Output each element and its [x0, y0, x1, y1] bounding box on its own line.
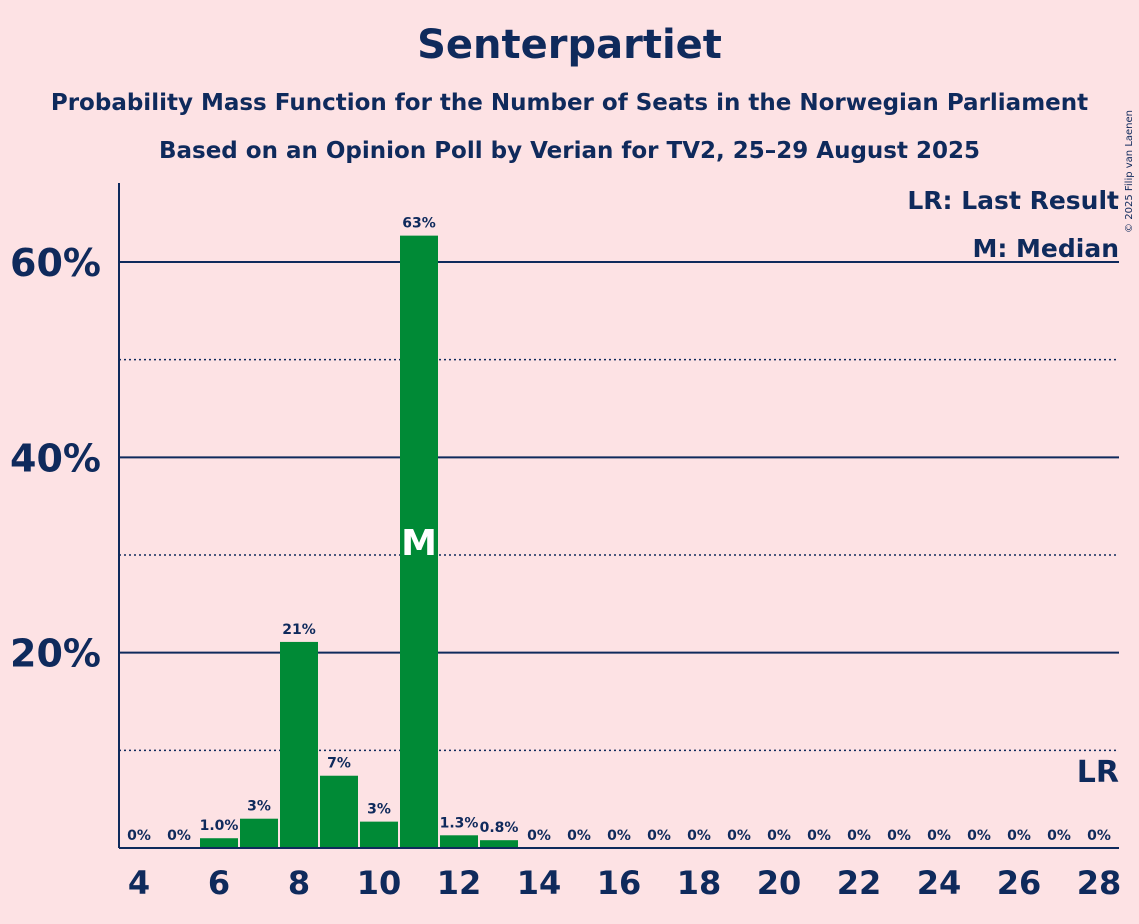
- bar-seat-7: [240, 818, 278, 848]
- bar-seat-8: [280, 641, 318, 848]
- bar-value-label: 3%: [247, 799, 271, 815]
- bar-value-label: 3%: [367, 802, 391, 818]
- chart-subtitle-source: Based on an Opinion Poll by Verian for T…: [158, 138, 981, 164]
- bar-value-label: 0%: [767, 828, 791, 844]
- bar-value-label: 0%: [727, 828, 751, 844]
- y-tick-label: 60%: [10, 241, 101, 285]
- y-tick-label: 40%: [10, 436, 101, 480]
- bar-value-label: 0%: [1047, 828, 1071, 844]
- bar-value-label: 0%: [127, 828, 151, 844]
- bar-seat-13: [480, 840, 518, 848]
- bar-value-label: 0%: [927, 828, 951, 844]
- bar-value-label: 0%: [567, 828, 591, 844]
- bar-value-label: 1.0%: [200, 818, 239, 834]
- x-tick-label: 26: [997, 864, 1042, 902]
- bar-value-label: 0%: [527, 828, 551, 844]
- bar-value-label: 7%: [327, 756, 351, 772]
- x-tick-label: 4: [128, 864, 150, 902]
- last-result-marker: LR: [1077, 755, 1119, 790]
- bar-value-label: 0%: [967, 828, 991, 844]
- legend-median: M: Median: [972, 234, 1119, 263]
- x-tick-label: 12: [437, 864, 482, 902]
- x-tick-label: 24: [917, 864, 962, 902]
- x-tick-label: 20: [757, 864, 802, 902]
- y-tick-label: 20%: [10, 632, 101, 676]
- bar-seat-10: [360, 821, 398, 848]
- bar-seat-12: [440, 835, 478, 848]
- bar-value-label: 0%: [647, 828, 671, 844]
- x-tick-label: 16: [597, 864, 642, 902]
- bar-value-label: 1.3%: [440, 815, 479, 831]
- x-tick-label: 22: [837, 864, 882, 902]
- x-tick-label: 10: [357, 864, 402, 902]
- x-tick-label: 18: [677, 864, 722, 902]
- bar-seat-9: [320, 775, 358, 848]
- bar-value-label: 0%: [687, 828, 711, 844]
- bar-value-label: 0%: [607, 828, 631, 844]
- x-tick-label: 28: [1077, 864, 1122, 902]
- bar-value-label: 0%: [167, 828, 191, 844]
- bar-value-label: 0%: [1087, 828, 1111, 844]
- bar-value-label: 63%: [402, 216, 436, 232]
- bar-value-label: 0.8%: [480, 820, 519, 836]
- bar-value-label: 0%: [807, 828, 831, 844]
- bar-seat-11: [400, 235, 438, 848]
- chart-subtitle: Probability Mass Function for the Number…: [50, 90, 1089, 116]
- bar-value-label: 21%: [282, 622, 316, 638]
- legend-last-result: LR: Last Result: [907, 186, 1119, 215]
- x-tick-label: 6: [208, 864, 230, 902]
- bar-seat-6: [200, 838, 238, 848]
- bar-value-label: 0%: [847, 828, 871, 844]
- x-tick-label: 8: [288, 864, 310, 902]
- median-marker: M: [401, 523, 437, 564]
- bar-value-label: 0%: [887, 828, 911, 844]
- bar-value-label: 0%: [1007, 828, 1031, 844]
- x-tick-label: 14: [517, 864, 562, 902]
- chart-title: Senterpartiet: [417, 22, 722, 68]
